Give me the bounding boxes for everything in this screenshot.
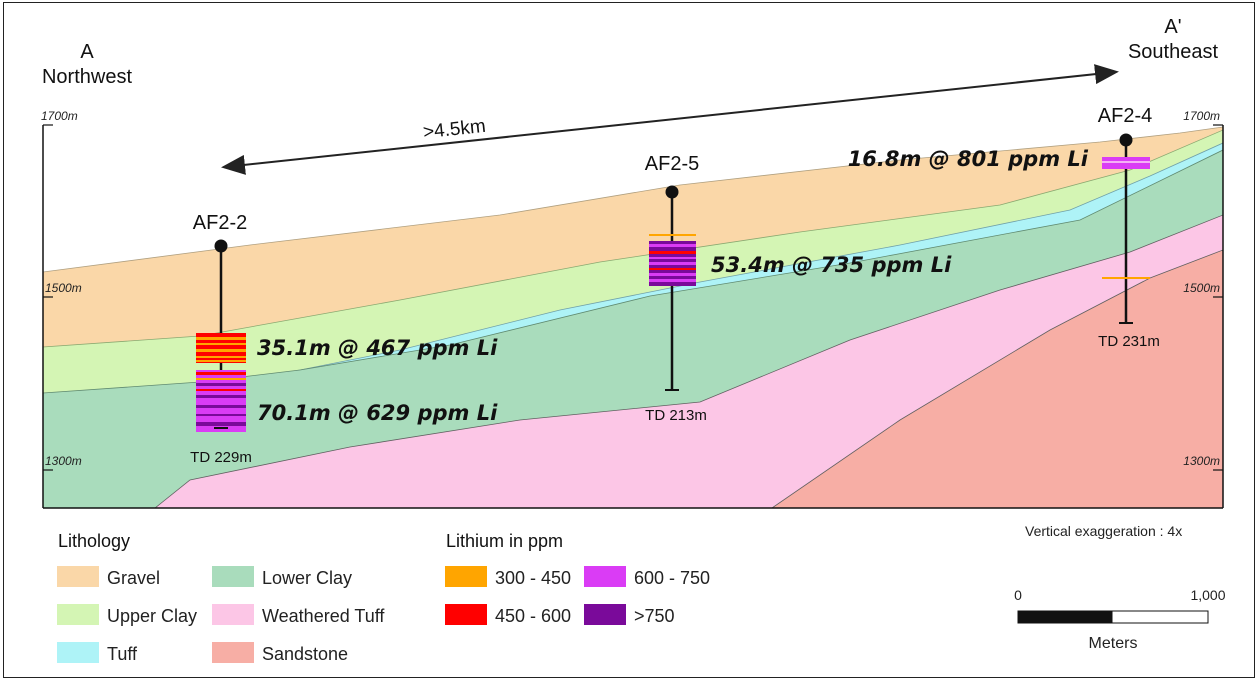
assay-interval — [649, 241, 696, 286]
drillhole-label: AF2-4 — [1098, 105, 1152, 127]
distance-arrow — [221, 64, 1119, 175]
intercept-label: 16.8m @ 801 ppm Li — [848, 147, 1089, 171]
section-start-label: A — [80, 41, 94, 63]
drillhole-af2-2: AF2-2 35.1m @ 467 ppm Li 70.1m @ 629 ppm… — [190, 212, 498, 466]
assay-interval-upper — [196, 333, 246, 363]
drillhole-af2-4: AF2-4 16.8m @ 801 ppm Li TD 231m — [848, 105, 1160, 350]
lithology-legend-title: Lithology — [58, 531, 130, 551]
drillhole-af2-5: AF2-5 53.4m @ 735 ppm Li TD 213m — [645, 153, 952, 424]
assay-interval-lower — [196, 370, 246, 432]
elev-left-1500: 1500m — [45, 281, 82, 295]
legend-swatch-upper-clay — [57, 604, 99, 625]
intercept-label: 53.4m @ 735 ppm Li — [711, 253, 952, 277]
legend-swatch-lower-clay — [212, 566, 254, 587]
legend-label-lower-clay: Lower Clay — [262, 568, 352, 588]
intercept-label: 70.1m @ 629 ppm Li — [257, 401, 498, 425]
section-end-label: A' — [1164, 16, 1181, 38]
collar-marker — [214, 239, 228, 253]
scale-bar-min-label: 0 — [1014, 587, 1022, 603]
lithology-layers — [43, 126, 1223, 508]
total-depth-label: TD 229m — [190, 449, 252, 466]
total-depth-label: TD 231m — [1098, 333, 1160, 350]
drillhole-label: AF2-2 — [193, 212, 247, 234]
lithium-legend-title: Lithium in ppm — [446, 531, 563, 551]
elev-right-1700: 1700m — [1183, 109, 1220, 123]
legend-label-450-600: 450 - 600 — [495, 606, 571, 626]
legend-label-weathered-tuff: Weathered Tuff — [262, 606, 385, 626]
section-start-direction: Northwest — [42, 66, 132, 88]
legend-label-over-750: >750 — [634, 606, 675, 626]
scale-bar-max-label: 1,000 — [1190, 587, 1225, 603]
assay-interval — [1102, 157, 1150, 169]
vertical-exaggeration-note: Vertical exaggeration : 4x — [1025, 523, 1182, 539]
collar-marker — [1119, 133, 1133, 147]
legend-swatch-300-450 — [445, 566, 487, 587]
section-end-direction: Southeast — [1128, 41, 1219, 63]
figure-frame — [3, 2, 1255, 678]
scale-bar-unit: Meters — [1089, 635, 1138, 652]
legend-swatch-weathered-tuff — [212, 604, 254, 625]
legend-swatch-600-750 — [584, 566, 626, 587]
legend-swatch-sandstone — [212, 642, 254, 663]
legend-label-300-450: 300 - 450 — [495, 568, 571, 588]
elev-left-1300: 1300m — [45, 454, 82, 468]
legend-label-600-750: 600 - 750 — [634, 568, 710, 588]
legend-swatch-over-750 — [584, 604, 626, 625]
legend-label-gravel: Gravel — [107, 568, 160, 588]
lithology-legend: Lithology Gravel Upper Clay Tuff Lower C… — [57, 531, 385, 664]
legend-swatch-tuff — [57, 642, 99, 663]
legend-label-tuff: Tuff — [107, 644, 138, 664]
elev-left-1700: 1700m — [41, 109, 78, 123]
collar-marker — [665, 185, 679, 199]
total-depth-label: TD 213m — [645, 407, 707, 424]
lithium-legend: Lithium in ppm 300 - 450 450 - 600 600 -… — [445, 531, 710, 626]
elev-right-1500: 1500m — [1183, 281, 1220, 295]
legend-label-upper-clay: Upper Clay — [107, 606, 197, 626]
legend-label-sandstone: Sandstone — [262, 644, 348, 664]
legend-swatch-gravel — [57, 566, 99, 587]
scale-bar: 0 1,000 Meters — [1014, 587, 1226, 652]
elev-right-1300: 1300m — [1183, 454, 1220, 468]
legend-swatch-450-600 — [445, 604, 487, 625]
intercept-label: 35.1m @ 467 ppm Li — [257, 336, 498, 360]
drillhole-label: AF2-5 — [645, 153, 699, 175]
